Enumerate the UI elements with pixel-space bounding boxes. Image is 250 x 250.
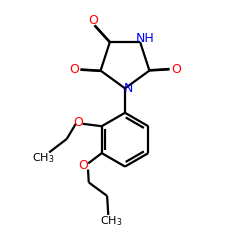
Text: O: O bbox=[69, 63, 79, 76]
Text: N: N bbox=[124, 82, 133, 95]
Text: NH: NH bbox=[136, 32, 155, 46]
Text: CH$_3$: CH$_3$ bbox=[100, 214, 122, 228]
Text: O: O bbox=[171, 63, 181, 76]
Text: O: O bbox=[88, 14, 99, 28]
Text: CH$_3$: CH$_3$ bbox=[32, 151, 54, 165]
Text: O: O bbox=[73, 116, 83, 128]
Text: O: O bbox=[78, 159, 88, 172]
